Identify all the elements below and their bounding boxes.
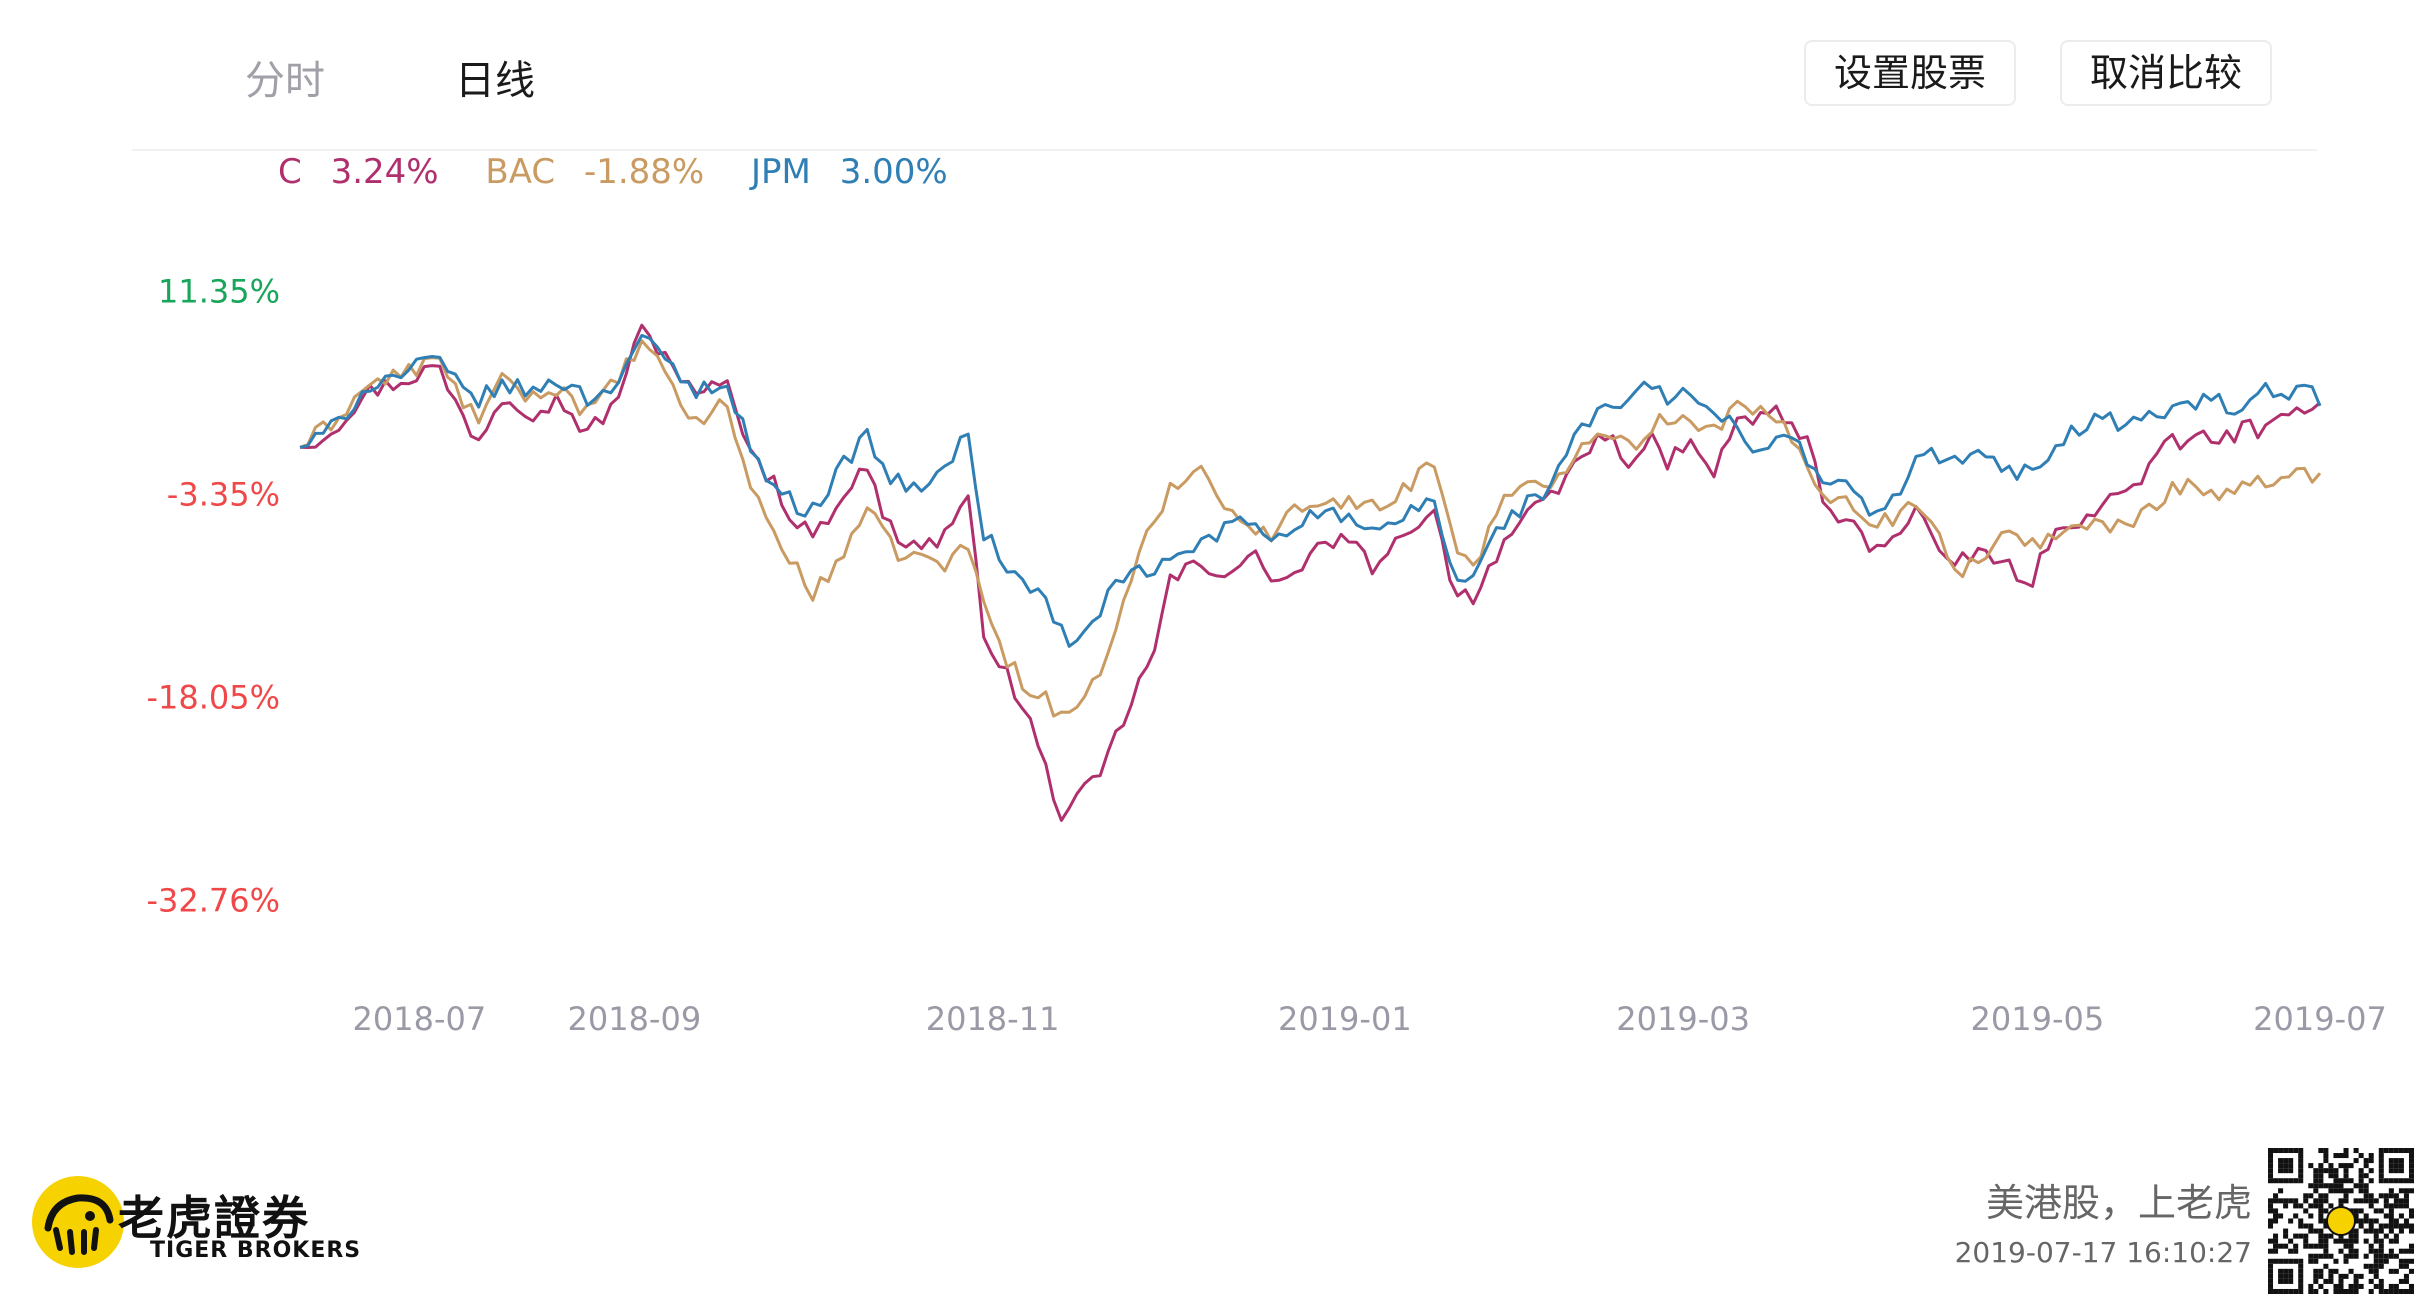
x-tick-label: 2018-09 (567, 1000, 701, 1038)
tab-intraday[interactable]: 分时 (245, 58, 325, 104)
legend-jpm-symbol: JPM (751, 152, 811, 192)
series-line-c (299, 323, 2321, 822)
brand-name-en: TIGER BROKERS (150, 1238, 362, 1263)
series-line-bac (299, 339, 2322, 718)
legend-bac-symbol: BAC (485, 152, 556, 192)
series-line-jpm (299, 333, 2322, 648)
tiger-brokers-logo (32, 1176, 124, 1268)
legend-c-change: 3.24% (330, 152, 439, 192)
legend-c-symbol: C (278, 152, 302, 192)
x-tick-label: 2019-07 (2253, 1000, 2387, 1038)
brand-name-cn: 老虎證券 (118, 1191, 310, 1245)
comparison-line-chart: 11.35%-3.35%-18.05%-32.76% 2018-07 2018-0… (146, 273, 2387, 1038)
x-tick-label: 2019-03 (1616, 1000, 1750, 1038)
y-tick-label: -32.76% (146, 881, 280, 919)
y-tick-label: -18.05% (146, 678, 280, 716)
x-tick-label: 2018-07 (353, 1000, 487, 1038)
series-lines (299, 323, 2322, 822)
qr-code (2268, 1148, 2414, 1294)
x-tick-label: 2018-11 (926, 1000, 1060, 1038)
set-stocks-button[interactable]: 设置股票 (1804, 40, 2016, 106)
x-axis: 2018-07 2018-09 2018-11 2019-01 2019-03 2019-… (353, 1000, 2387, 1038)
slogan: 美港股，上老虎 (1985, 1181, 2252, 1225)
legend-bac-change: -1.88% (583, 152, 705, 192)
timestamp: 2019-07-17 16:10:27 (1954, 1236, 2252, 1269)
chart-legend: C 3.24% BAC -1.88% JPM 3.00% (278, 152, 984, 192)
tab-daily[interactable]: 日线 (455, 58, 535, 104)
x-tick-label: 2019-01 (1278, 1000, 1412, 1038)
legend-bac: BAC -1.88% (485, 152, 722, 192)
legend-c: C 3.24% (278, 152, 457, 192)
legend-jpm-change: 3.00% (839, 152, 948, 192)
header-divider (132, 149, 2317, 151)
y-tick-label: -3.35% (167, 476, 280, 514)
cancel-compare-button[interactable]: 取消比较 (2060, 40, 2272, 106)
x-tick-label: 2019-05 (1971, 1000, 2105, 1038)
y-tick-label: 11.35% (158, 273, 280, 311)
legend-jpm: JPM 3.00% (751, 152, 966, 192)
y-axis: 11.35% -3.35% -18.05% -32.76% (146, 273, 280, 920)
